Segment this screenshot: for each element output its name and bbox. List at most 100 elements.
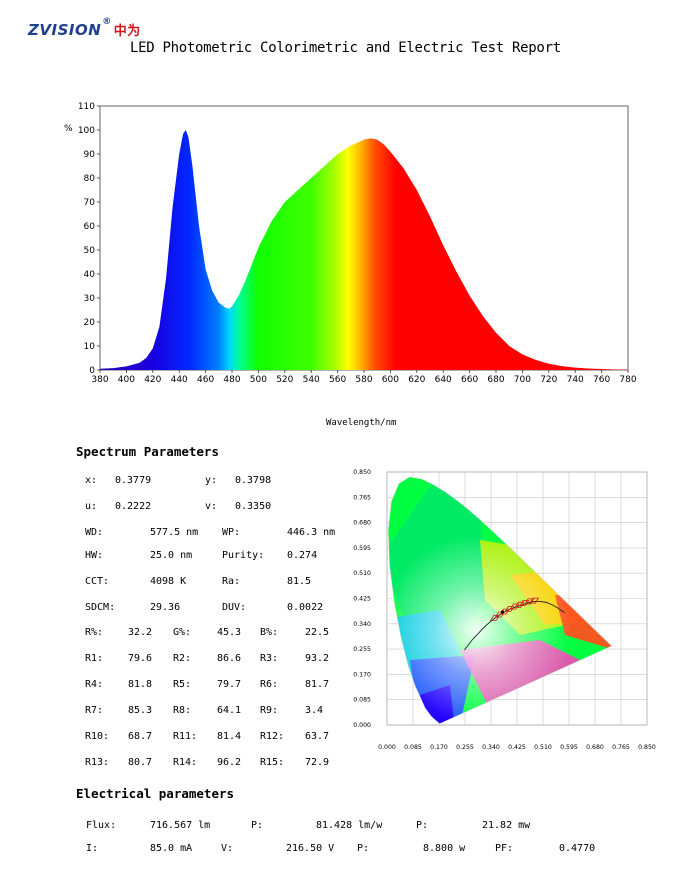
param-value: 446.3 nm — [287, 527, 336, 538]
param-label: R%: — [85, 627, 104, 638]
param-value: 45.3 — [217, 627, 242, 638]
param-value: 25.0 nm — [150, 550, 193, 561]
param-label: y: — [205, 475, 218, 486]
spectrum-parameters-heading: Spectrum Parameters — [76, 444, 219, 459]
x-tick-label: 540 — [303, 375, 320, 385]
x-tick-label: 640 — [435, 375, 452, 385]
cie-y-tick-label: 0.680 — [353, 520, 371, 527]
elec-label: Flux: — [86, 820, 117, 831]
x-tick-label: 620 — [408, 375, 425, 385]
param-value: 80.7 — [128, 757, 153, 768]
y-tick-label: 50 — [84, 246, 96, 256]
cie-y-tick-label: 0.510 — [353, 570, 371, 577]
elec-value: 21.82 mw — [482, 820, 531, 831]
param-label: R9: — [260, 705, 279, 716]
param-label: u: — [85, 501, 98, 512]
elec-label: P: — [357, 843, 370, 854]
ansi-bin-quadrangle — [489, 614, 501, 621]
spectrum-chart: 380 400 420 440 460 480 500 520 540 560 580 600 620 6… — [64, 102, 637, 385]
param-label: R10: — [85, 731, 110, 742]
param-value: 85.3 — [128, 705, 153, 716]
spectrum-x-label: Wavelength/nm — [326, 418, 397, 428]
cie-x-tick-label: 0.850 — [638, 744, 656, 751]
cie-x-tick-label: 0.085 — [404, 744, 422, 751]
param-value: 22.5 — [305, 627, 330, 638]
param-value: 96.2 — [217, 757, 242, 768]
param-value: 29.36 — [150, 602, 181, 613]
y-tick-label: 10 — [84, 342, 96, 352]
elec-value: 216.50 V — [286, 843, 335, 854]
param-value: 0.3779 — [115, 475, 152, 486]
measured-chromaticity-point — [500, 610, 505, 614]
x-tick-label: 420 — [144, 375, 161, 385]
x-tick-label: 400 — [118, 375, 135, 385]
param-label: R1: — [85, 653, 104, 664]
ansi-bin-quadrangle — [504, 605, 515, 612]
cie-x-ticks: 0.000 0.085 0.170 0.255 0.340 0.425 0.510 0.595… — [378, 744, 656, 751]
x-tick-label: 700 — [514, 375, 531, 385]
cie-x-tick-label: 0.000 — [378, 744, 396, 751]
y-tick-label: 30 — [84, 294, 96, 304]
spectrum-x-ticks: 380 400 420 440 460 480 500 520 540 560 580 600 620 6… — [91, 370, 637, 385]
y-tick-label: 100 — [78, 126, 95, 136]
param-label: R11: — [173, 731, 198, 742]
logo-registered-mark: ® — [102, 17, 112, 27]
param-value: 4098 K — [150, 576, 187, 587]
x-tick-label: 760 — [593, 375, 610, 385]
param-value: 64.1 — [217, 705, 242, 716]
param-label: DUV: — [222, 602, 247, 613]
cie-y-tick-label: 0.850 — [353, 469, 371, 476]
param-label: R14: — [173, 757, 198, 768]
cie-y-tick-label: 0.425 — [353, 596, 371, 603]
macadam-ellipses — [489, 597, 540, 621]
param-label: R4: — [85, 679, 104, 690]
spectrum-area — [100, 130, 628, 370]
param-label: x: — [85, 475, 98, 486]
ansi-bin-quadrangle — [529, 597, 540, 604]
ansi-bin-quadrangle — [494, 611, 505, 618]
elec-label: V: — [221, 843, 234, 854]
logo-chinese-text: 中为 — [113, 24, 141, 39]
cie-horseshoe-outline — [387, 476, 613, 724]
param-value: 72.9 — [305, 757, 330, 768]
param-value: 0.2222 — [115, 501, 152, 512]
x-tick-label: 500 — [250, 375, 267, 385]
x-tick-label: 600 — [382, 375, 399, 385]
cie-horseshoe-fill — [388, 476, 612, 724]
company-logo: ZVISION®中为 — [28, 17, 141, 39]
y-tick-label: 40 — [84, 270, 96, 280]
param-label: WP: — [222, 527, 241, 538]
x-tick-label: 560 — [329, 375, 346, 385]
cie-y-tick-label: 0.595 — [353, 545, 371, 552]
spectrum-y-ticks: 0 10 20 30 40 50 60 70 80 90 100 110 — [78, 102, 100, 376]
param-label: WD: — [85, 527, 104, 538]
param-label: Ra: — [222, 576, 241, 587]
param-value: 3.4 — [305, 705, 324, 716]
elec-label: PF: — [495, 843, 514, 854]
y-tick-label: 20 — [84, 318, 96, 328]
x-tick-label: 780 — [619, 375, 636, 385]
y-tick-label: 0 — [89, 366, 95, 376]
logo-text: ZVISION — [28, 21, 102, 39]
cie-x-tick-label: 0.425 — [508, 744, 526, 751]
param-value: 0.274 — [287, 550, 318, 561]
cie-y-tick-label: 0.255 — [353, 646, 371, 653]
param-label: SDCM: — [85, 602, 116, 613]
param-value: 81.5 — [287, 576, 312, 587]
elec-value: 0.4770 — [559, 843, 596, 854]
x-tick-label: 440 — [171, 375, 188, 385]
param-value: 63.7 — [305, 731, 330, 742]
param-value: 32.2 — [128, 627, 153, 638]
cie-y-tick-label: 0.085 — [353, 697, 371, 704]
param-value: 79.7 — [217, 679, 242, 690]
cie-x-tick-label: 0.510 — [534, 744, 552, 751]
x-tick-label: 720 — [540, 375, 557, 385]
param-value: 81.8 — [128, 679, 153, 690]
cie-x-tick-label: 0.255 — [456, 744, 474, 751]
ansi-bin-quadrangle — [509, 603, 520, 610]
param-label: R2: — [173, 653, 192, 664]
electrical-parameters-heading: Electrical parameters — [76, 786, 235, 801]
x-tick-label: 460 — [197, 375, 214, 385]
param-label: R12: — [260, 731, 285, 742]
y-tick-label: 60 — [84, 222, 96, 232]
